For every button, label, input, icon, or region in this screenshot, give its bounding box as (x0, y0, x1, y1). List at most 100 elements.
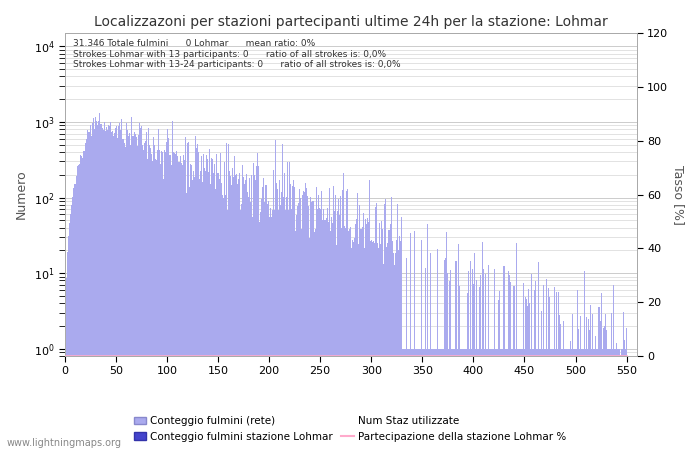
Bar (379, 223, 380, 450)
Bar (500, 349, 501, 450)
Bar (302, 195, 303, 450)
Bar (74, 184, 76, 450)
Bar (432, 349, 433, 450)
Bar (71, 205, 72, 450)
Bar (615, 349, 616, 450)
Bar (91, 135, 92, 450)
Bar (212, 158, 214, 450)
Bar (426, 349, 427, 450)
Bar (531, 274, 532, 450)
Bar (345, 228, 346, 450)
Bar (96, 122, 97, 450)
Bar (329, 188, 330, 450)
Bar (579, 349, 580, 450)
Bar (534, 290, 536, 450)
Bar (269, 217, 270, 450)
Bar (343, 173, 344, 450)
Bar (271, 217, 272, 450)
Bar (530, 349, 531, 450)
Bar (539, 349, 540, 450)
Bar (225, 143, 227, 450)
Bar (132, 136, 133, 450)
Bar (422, 349, 423, 450)
Bar (532, 349, 533, 450)
Bar (199, 180, 200, 450)
Bar (441, 349, 442, 450)
Bar (231, 185, 232, 450)
Bar (512, 286, 514, 450)
Bar (234, 157, 235, 450)
Bar (200, 171, 201, 450)
Bar (400, 241, 401, 450)
Bar (186, 193, 187, 450)
Bar (151, 154, 152, 450)
Bar (250, 202, 251, 450)
Bar (420, 349, 421, 450)
Bar (429, 349, 430, 450)
Bar (195, 136, 196, 450)
Bar (103, 130, 104, 450)
Bar (582, 349, 583, 450)
Bar (387, 243, 388, 450)
Bar (187, 144, 188, 450)
Bar (548, 288, 550, 450)
Bar (347, 189, 348, 450)
Bar (312, 201, 314, 450)
Bar (243, 176, 244, 450)
Bar (565, 349, 566, 450)
Bar (543, 285, 545, 450)
Bar (142, 145, 143, 450)
Bar (240, 211, 241, 450)
Bar (394, 266, 395, 450)
Bar (471, 349, 472, 450)
Bar (155, 159, 156, 450)
Bar (298, 202, 299, 450)
Bar (228, 144, 229, 450)
Bar (374, 207, 376, 450)
Bar (538, 262, 539, 450)
Bar (97, 126, 98, 450)
Bar (164, 150, 165, 450)
Bar (560, 324, 561, 450)
Bar (418, 349, 419, 450)
Bar (622, 349, 623, 450)
Bar (381, 220, 382, 450)
Bar (514, 349, 516, 450)
Bar (211, 158, 212, 450)
Bar (537, 349, 538, 450)
Bar (67, 252, 69, 450)
Bar (307, 196, 309, 450)
Bar (607, 349, 608, 450)
Bar (350, 227, 351, 450)
Bar (223, 162, 225, 450)
Bar (584, 271, 585, 450)
Bar (501, 349, 503, 450)
Bar (461, 349, 463, 450)
Bar (528, 289, 529, 450)
Bar (401, 217, 402, 450)
Bar (489, 349, 490, 450)
Bar (468, 270, 469, 450)
Bar (169, 155, 171, 450)
Bar (244, 184, 245, 450)
Bar (274, 140, 276, 450)
Bar (507, 349, 508, 450)
Bar (152, 162, 153, 450)
Bar (296, 215, 297, 450)
Bar (252, 217, 253, 450)
Bar (352, 240, 354, 450)
Bar (476, 280, 477, 450)
Bar (469, 349, 470, 450)
Bar (237, 184, 238, 450)
Bar (623, 312, 624, 450)
Text: 31.346 Totale fulmini      0 Lohmar      mean ratio: 0%
Strokes Lohmar with 13 p: 31.346 Totale fulmini 0 Lohmar mean rati… (74, 40, 401, 69)
Bar (327, 208, 328, 450)
Bar (558, 292, 559, 450)
Bar (396, 239, 398, 450)
Bar (304, 193, 305, 450)
Bar (183, 155, 184, 450)
Bar (423, 349, 424, 450)
Bar (112, 131, 113, 450)
Bar (341, 228, 342, 450)
Bar (229, 171, 230, 450)
